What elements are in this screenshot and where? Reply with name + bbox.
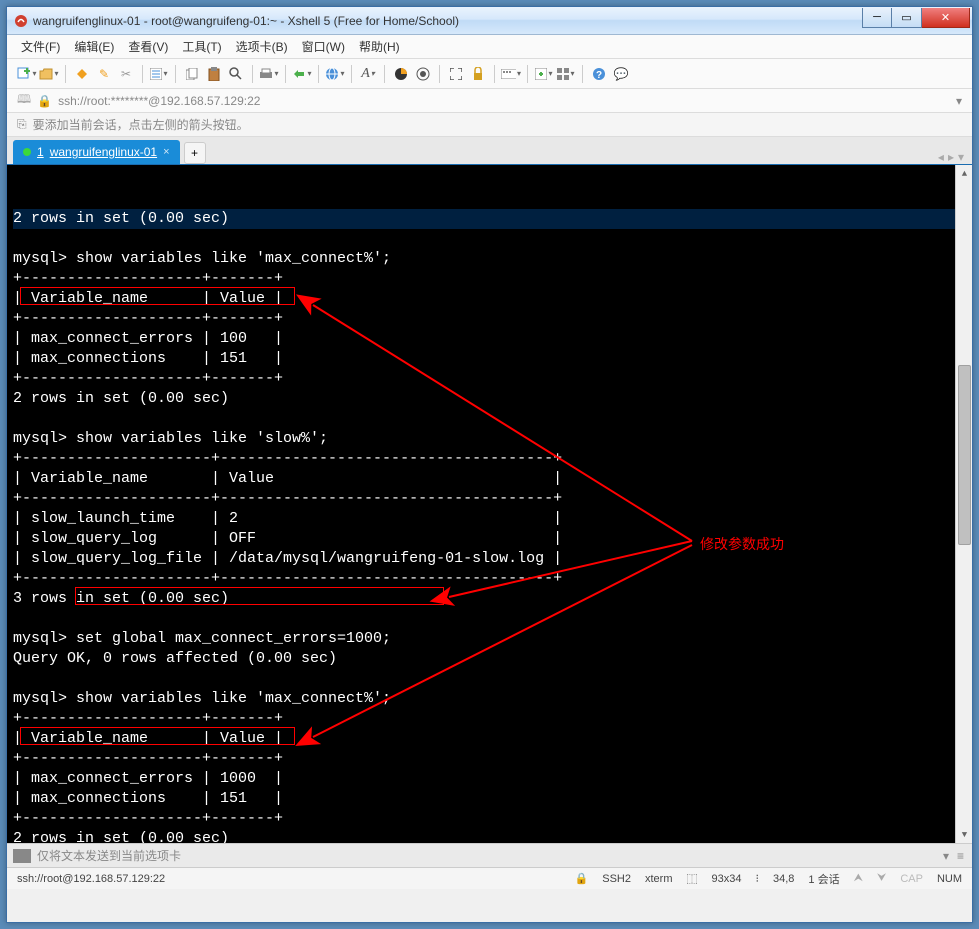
toolbar: ✎ ✂ A ? 💬 [7,59,972,89]
statusbar: ssh://root@192.168.57.129:22 🔒 SSH2 xter… [7,867,972,889]
separator [527,65,528,83]
scroll-down-icon[interactable]: ▼ [956,826,972,843]
tab-next-icon[interactable]: ▸ [948,150,954,164]
menu-view[interactable]: 查看(V) [128,38,168,55]
status-down-icon[interactable]: ⮟ [877,872,886,885]
addressbar: 🕮 🔒 ssh://root:********@192.168.57.129:2… [7,89,972,113]
menu-edit[interactable]: 编辑(E) [74,38,114,55]
menu-window[interactable]: 窗口(W) [302,38,345,55]
lock-small-icon: 🔒 [37,94,52,108]
scroll-thumb[interactable] [958,365,971,545]
copy-icon[interactable] [182,64,202,84]
status-cap: CAP [900,873,923,885]
tabbar: 1 wangruifenglinux-01 × + ◂ ▸ ▾ [7,137,972,165]
find-icon[interactable] [226,64,246,84]
arrow-add-icon[interactable]: ⎘ [17,117,27,132]
highlight-icon[interactable]: ✎ [94,64,114,84]
status-lock-icon: 🔒 [575,872,589,885]
address-dropdown-icon[interactable]: ▾ [956,94,962,108]
font-icon[interactable]: A [358,64,378,84]
properties-icon[interactable] [149,64,169,84]
hint-text: 要添加当前会话，点击左侧的箭头按钮。 [33,116,249,133]
tab-index: 1 [37,145,44,159]
session-tab[interactable]: 1 wangruifenglinux-01 × [13,140,180,164]
globe-icon[interactable] [325,64,345,84]
open-icon[interactable] [39,64,59,84]
annotation-label: 修改参数成功 [700,534,784,554]
status-up-icon[interactable]: ⮝ [854,872,863,885]
status-term: xterm [645,873,673,885]
close-button[interactable]: ✕ [922,8,970,28]
separator [494,65,495,83]
scroll-up-icon[interactable]: ▲ [956,165,972,182]
tab-list-icon[interactable]: ▾ [958,150,964,164]
input-menu-icon[interactable]: ≡ [957,849,964,863]
separator [318,65,319,83]
separator [142,65,143,83]
app-icon [13,13,29,29]
separator [351,65,352,83]
lock-icon[interactable] [468,64,488,84]
help-icon[interactable]: ? [589,64,609,84]
inputbar: 仅将文本发送到当前选项卡 ▾ ≡ [7,843,972,867]
titlebar: wangruifenglinux-01 - root@wangruifeng-0… [7,7,972,35]
status-connection: ssh://root@192.168.57.129:22 [17,873,165,885]
separator [384,65,385,83]
bookmark-icon[interactable]: 🕮 [17,90,31,111]
menu-file[interactable]: 文件(F) [21,38,60,55]
tab-add-button[interactable]: + [184,142,206,164]
window-buttons: ─ ▭ ✕ [862,8,970,28]
layout-add-icon[interactable] [534,64,554,84]
address-text[interactable]: ssh://root:********@192.168.57.129:22 [58,94,260,108]
separator [582,65,583,83]
separator [285,65,286,83]
terminal[interactable]: 2 rows in set (0.00 sec) mysql> show var… [7,165,972,843]
chat-icon[interactable]: 💬 [611,64,631,84]
menubar: 文件(F) 编辑(E) 查看(V) 工具(T) 选项卡(B) 窗口(W) 帮助(… [7,35,972,59]
terminal-scrollbar[interactable]: ▲ ▼ [955,165,972,843]
separator [439,65,440,83]
color-icon[interactable] [391,64,411,84]
status-pos: 34,8 [773,873,794,885]
minimize-button[interactable]: ─ [862,8,892,28]
separator [65,65,66,83]
status-size-icon: ⿰ [687,871,698,887]
theme-icon[interactable] [413,64,433,84]
print-icon[interactable] [259,64,279,84]
tab-close-icon[interactable]: × [163,146,169,158]
status-sessions: 1 会话 [808,871,839,887]
status-proto: SSH2 [602,873,631,885]
menu-tabs[interactable]: 选项卡(B) [236,38,288,55]
disconnect-icon[interactable]: ✂ [116,64,136,84]
hintbar: ⎘ 要添加当前会话，点击左侧的箭头按钮。 [7,113,972,137]
tab-nav: ◂ ▸ ▾ [938,150,964,164]
menu-tools[interactable]: 工具(T) [182,38,221,55]
maximize-button[interactable]: ▭ [892,8,922,28]
status-dot-icon [23,148,31,156]
fullscreen-icon[interactable] [446,64,466,84]
input-placeholder[interactable]: 仅将文本发送到当前选项卡 [37,847,181,864]
keyboard-icon[interactable] [501,64,521,84]
tab-prev-icon[interactable]: ◂ [938,150,944,164]
input-mode-icon[interactable] [13,849,31,863]
tab-label: wangruifenglinux-01 [50,145,157,159]
window-title: wangruifenglinux-01 - root@wangruifeng-0… [33,14,862,28]
layout-grid-icon[interactable] [556,64,576,84]
svg-text:?: ? [596,70,602,81]
app-window: wangruifenglinux-01 - root@wangruifeng-0… [6,6,973,923]
menu-help[interactable]: 帮助(H) [359,38,400,55]
status-num: NUM [937,873,962,885]
separator [252,65,253,83]
transfer-icon[interactable] [292,64,312,84]
paste-icon[interactable] [204,64,224,84]
status-pos-icon: ⁝ [755,872,759,885]
reconnect-icon[interactable] [72,64,92,84]
separator [175,65,176,83]
status-size: 93x34 [712,873,742,885]
input-dropdown-icon[interactable]: ▾ [943,849,949,863]
new-session-icon[interactable] [17,64,37,84]
